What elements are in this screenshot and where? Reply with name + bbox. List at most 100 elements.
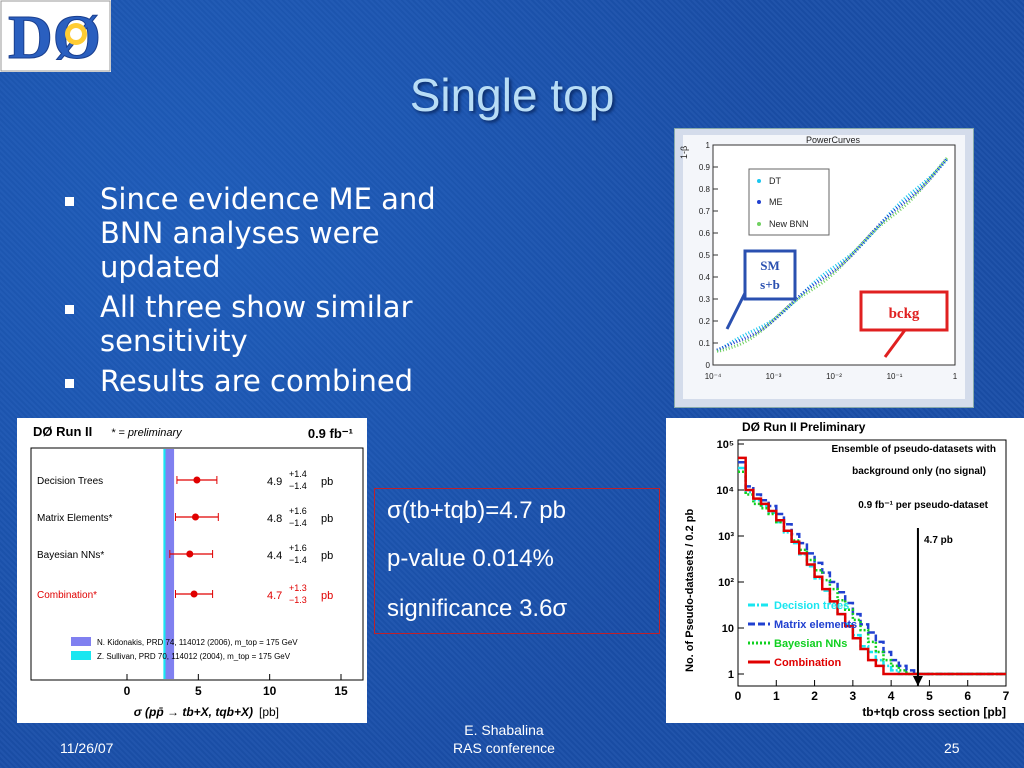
chart2-ytick-label: 10²	[718, 577, 734, 589]
chart2-ytick-label: 10³	[718, 531, 734, 543]
legend-bnn: New BNN	[769, 219, 809, 229]
do-logo: DØ	[0, 0, 111, 73]
measurement-label: Combination*	[37, 590, 97, 601]
measurement-err-up: +1.3	[289, 583, 307, 593]
pc-ytick-label: 0.3	[699, 295, 711, 304]
bullet-list: Since evidence ME and BNN analyses were …	[62, 182, 502, 404]
chart1-xunit: [pb]	[259, 705, 279, 719]
chart1-xtick-label: 15	[334, 684, 348, 698]
chart2-title: DØ Run II Preliminary	[742, 420, 866, 434]
measurement-err-down: −1.4	[289, 555, 307, 565]
legend-me: ME	[769, 197, 783, 207]
measurement-unit: pb	[321, 550, 333, 562]
measurement-err-down: −1.4	[289, 518, 307, 528]
chart2-xtick-label: 7	[1003, 689, 1010, 703]
measurement-point	[193, 476, 201, 484]
prediction-label: N. Kidonakis, PRD 74, 114012 (2006), m_t…	[97, 638, 298, 647]
chart2-legend-label: Decision trees	[774, 600, 849, 612]
chart1-xtick-label: 5	[195, 684, 202, 698]
chart2-xtick-label: 1	[773, 689, 780, 703]
chart2-annot-4: 4.7 pb	[924, 535, 953, 546]
pc-curve	[716, 157, 949, 352]
chart1-xtick-label: 0	[124, 684, 131, 698]
measurement-unit: pb	[321, 476, 333, 488]
measurement-label: Bayesian NNs*	[37, 550, 104, 561]
pc-ytick-label: 0.7	[699, 207, 711, 216]
chart2-xtick-label: 5	[926, 689, 933, 703]
chart1-prelim: * = preliminary	[111, 427, 183, 439]
measurement-err-down: −1.4	[289, 481, 307, 491]
chart2-ylabel: No. of Pseudo-datasets / 0.2 pb	[684, 509, 696, 672]
chart1-title: DØ Run II	[33, 424, 92, 439]
measurement-err-up: +1.4	[289, 469, 307, 479]
chart2-legend-label: Bayesian NNs	[774, 638, 847, 650]
logo-text: DØ	[8, 4, 101, 72]
prediction-label: Z. Sullivan, PRD 70, 114012 (2004), m_to…	[97, 652, 291, 661]
bullet-item: Since evidence ME and BNN analyses were …	[62, 182, 502, 284]
slide-title: Single top	[409, 69, 615, 121]
chart2-annot-2: background only (no signal)	[852, 466, 986, 477]
pc-ytick-label: 0.6	[699, 229, 711, 238]
measurement-label: Decision Trees	[37, 476, 103, 487]
measurement-value: 4.9	[267, 476, 282, 488]
power-curves-figure: PowerCurves 1-β 1 0.9 0.8 0.7 0.6 0.5 0.4 0.3 0.…	[674, 128, 974, 408]
pc-ytick-label: 0.2	[699, 317, 711, 326]
bullet-item: Results are combined	[62, 364, 502, 398]
measurement-value: 4.8	[267, 513, 282, 525]
pseudo-dataset-chart: DØ Run II Preliminary No. of Pseudo-data…	[666, 418, 1024, 723]
chart2-xtick-label: 4	[888, 689, 895, 703]
chart2-annot-1: Ensemble of pseudo-datasets with	[832, 444, 996, 455]
prediction-swatch	[71, 637, 91, 646]
chart2-legend-label: Matrix elements	[774, 619, 857, 631]
prediction-bands	[163, 449, 175, 679]
power-curves-series	[716, 157, 949, 353]
chart2-yticks: 1 10 10² 10³ 10⁴ 10⁵	[716, 439, 744, 681]
measurement-point	[190, 590, 198, 598]
cross-section-svg: DØ Run II * = preliminary 0.9 fb⁻¹ Decis…	[30, 424, 364, 719]
chart2-xtick-label: 0	[735, 689, 742, 703]
measurement-value: 4.4	[267, 550, 282, 562]
chart2-ytick-label: 10	[722, 623, 734, 635]
summary-cross-section: σ(tb+tqb)=4.7 pb	[387, 497, 566, 524]
chart1-xlabel: σ (pp̄ → tb+X, tqb+X)	[134, 705, 253, 719]
histogram-series	[738, 456, 1006, 676]
power-curves-xticks: 10⁻⁴ 10⁻³ 10⁻² 10⁻¹ 1	[705, 372, 958, 381]
summary-p-value: p-value 0.014%	[387, 545, 554, 572]
footer-page-number: 25	[944, 740, 960, 756]
chart2-ytick-label: 1	[728, 669, 734, 681]
pc-xtick-label: 10⁻²	[826, 372, 842, 381]
result-summary: σ(tb+tqb)=4.7 pb p-value 0.014% signific…	[374, 488, 660, 634]
pc-ytick-label: 0	[706, 361, 711, 370]
power-curves-yticks: 1 0.9 0.8 0.7 0.6 0.5 0.4 0.3 0.2 0.1 0	[699, 141, 718, 370]
prediction-legend: N. Kidonakis, PRD 74, 114012 (2006), m_t…	[71, 637, 298, 661]
pc-ytick-label: 0.1	[699, 339, 711, 348]
chart2-series	[738, 456, 1006, 686]
cross-section-chart: DØ Run II * = preliminary 0.9 fb⁻¹ Decis…	[17, 418, 367, 723]
pc-ytick-label: 0.8	[699, 185, 711, 194]
chart2-xticks: 0 1 2 3 4 5 6 7	[735, 680, 1010, 703]
power-curves-ylabel: 1-β	[679, 146, 689, 159]
chart2-xtick-label: 2	[811, 689, 818, 703]
pc-xtick-label: 10⁻³	[766, 372, 782, 381]
footer-date: 11/26/07	[60, 740, 114, 756]
measurement-unit: pb	[321, 513, 333, 525]
bckg-label: bckg	[889, 306, 920, 322]
smb-label-1: SM	[760, 258, 780, 273]
observed-value-arrow	[912, 676, 923, 686]
measurement-point	[186, 550, 194, 558]
pseudo-dataset-svg: DØ Run II Preliminary No. of Pseudo-data…	[684, 420, 1010, 719]
bckg-box	[859, 290, 949, 332]
legend-dt: DT	[769, 176, 781, 186]
power-curves-legend	[748, 168, 830, 236]
measurement-unit: pb	[321, 590, 333, 602]
footer-author: E. Shabalina	[464, 722, 544, 738]
pc-xtick-label: 10⁻⁴	[705, 372, 722, 381]
pc-ytick-label: 0.4	[699, 273, 711, 282]
measurement-err-up: +1.6	[289, 506, 307, 516]
summary-significance: significance 3.6σ	[387, 595, 568, 622]
power-curves-svg: PowerCurves 1-β 1 0.9 0.8 0.7 0.6 0.5 0.4 0.3 0.…	[679, 135, 965, 399]
measurement-rows: Decision Trees 4.9 +1.4 −1.4 pb Matrix Elemen…	[37, 469, 333, 605]
pc-xtick-label: 1	[953, 372, 958, 381]
chart2-legend-label: Combination	[774, 657, 841, 669]
footer-event: RAS conference	[453, 740, 555, 756]
